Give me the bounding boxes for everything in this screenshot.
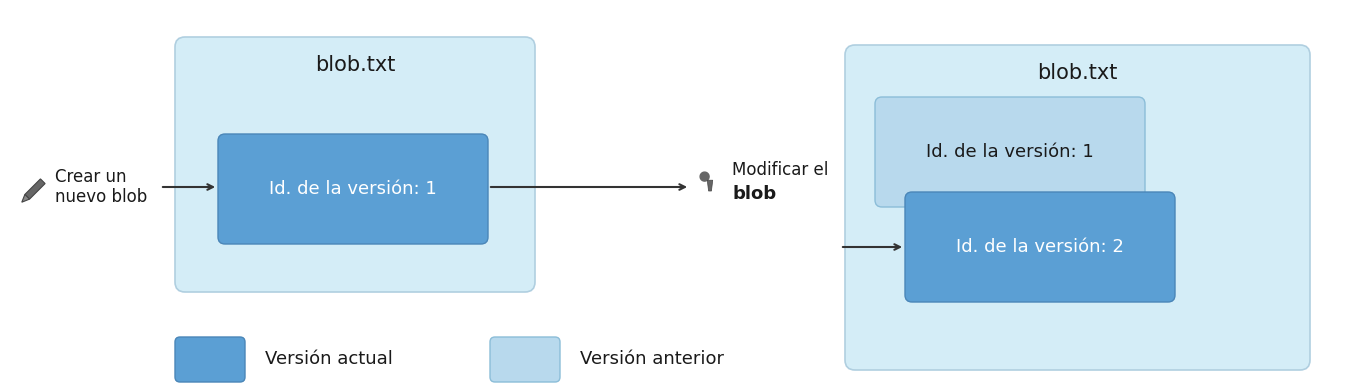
- Text: Versión actual: Versión actual: [265, 350, 393, 368]
- FancyBboxPatch shape: [217, 134, 487, 244]
- Text: Modificar el: Modificar el: [732, 161, 829, 179]
- Text: blob.txt: blob.txt: [315, 55, 396, 75]
- FancyBboxPatch shape: [875, 97, 1145, 207]
- FancyBboxPatch shape: [176, 337, 244, 382]
- Polygon shape: [701, 172, 709, 181]
- Text: blob: blob: [732, 185, 776, 203]
- Polygon shape: [707, 180, 713, 191]
- Text: Versión anterior: Versión anterior: [580, 350, 724, 368]
- Text: Id. de la versión: 2: Id. de la versión: 2: [956, 238, 1125, 256]
- FancyBboxPatch shape: [176, 37, 535, 292]
- Text: Id. de la versión: 1: Id. de la versión: 1: [926, 143, 1094, 161]
- FancyBboxPatch shape: [904, 192, 1174, 302]
- FancyBboxPatch shape: [845, 45, 1310, 370]
- Polygon shape: [22, 194, 30, 202]
- FancyBboxPatch shape: [490, 337, 560, 382]
- Text: Id. de la versión: 1: Id. de la versión: 1: [269, 180, 437, 198]
- Text: nuevo blob: nuevo blob: [55, 188, 147, 206]
- Text: blob.txt: blob.txt: [1037, 63, 1118, 83]
- Polygon shape: [24, 179, 45, 199]
- Text: Crear un: Crear un: [55, 168, 127, 186]
